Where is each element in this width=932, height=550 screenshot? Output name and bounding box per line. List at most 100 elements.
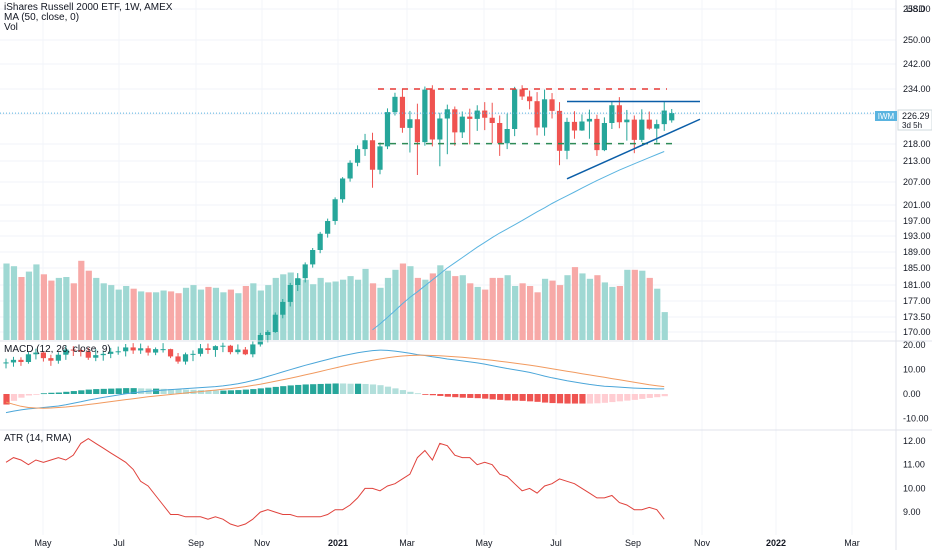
macd-histogram-bar	[347, 383, 354, 394]
candle-body	[646, 119, 652, 129]
candle-body	[160, 349, 166, 351]
macd-histogram-bar	[616, 394, 623, 402]
price-tick-label: 213.00	[903, 156, 931, 166]
price-tick-label: 197.00	[903, 216, 931, 226]
macd-histogram-bar	[272, 386, 279, 394]
volume-bar	[257, 290, 264, 340]
price-tick-label: 193.00	[903, 231, 931, 241]
macd-histogram-bar	[108, 388, 115, 394]
volume-bar	[310, 284, 317, 340]
atr-tick-label: 10.00	[903, 483, 926, 493]
macd-histogram-bar	[646, 394, 653, 398]
candle-body	[3, 362, 9, 364]
macd-histogram-bar	[564, 394, 571, 404]
price-tick-label: 234.00	[903, 84, 931, 94]
macd-histogram-bar	[586, 394, 594, 404]
price-tick-label: 242.00	[903, 59, 931, 69]
volume-bar	[399, 263, 407, 340]
volume-bar	[579, 273, 586, 340]
macd-histogram-bar	[467, 394, 474, 398]
volume-bar	[190, 285, 197, 340]
candle-body	[601, 123, 607, 151]
volume-bar	[108, 285, 115, 340]
macd-tick-label: -10.00	[903, 414, 929, 424]
volume-bar	[317, 277, 324, 340]
candle-body	[474, 110, 480, 119]
time-tick-label: Sep	[188, 538, 204, 548]
candle-body	[190, 353, 196, 355]
macd-histogram-bar	[519, 394, 526, 401]
macd-tick-label: 10.00	[903, 365, 926, 375]
candle-body	[534, 101, 540, 128]
candle-body	[369, 140, 376, 170]
volume-bar	[459, 275, 466, 340]
volume-bar	[115, 289, 122, 340]
volume-bar	[182, 287, 190, 340]
volume-bar	[265, 285, 272, 340]
macd-histogram-bar	[25, 394, 33, 396]
volume-bar	[340, 279, 347, 340]
volume-bar	[197, 289, 205, 340]
time-tick-label: Jul	[113, 538, 125, 548]
volume-bar	[407, 266, 414, 340]
volume-bar	[639, 270, 646, 340]
volume-bar	[444, 270, 451, 340]
macd-histogram-bar	[10, 394, 18, 401]
volume-bar	[55, 277, 62, 340]
candle-body	[347, 162, 353, 179]
candle-body	[220, 345, 226, 347]
candle-body	[564, 121, 570, 151]
volume-bar	[332, 281, 339, 340]
macd-label: MACD (12, 26, close, 9)	[4, 344, 111, 355]
candle-body	[609, 105, 615, 123]
macd-histogram-bar	[302, 384, 309, 394]
macd-histogram-bar	[93, 389, 100, 394]
volume-bar	[325, 282, 332, 340]
volume-bar	[220, 292, 227, 340]
time-tick-label: Nov	[694, 538, 711, 548]
macd-histogram-bar	[18, 394, 25, 398]
volume-bars	[3, 260, 668, 340]
time-tick-label: Mar	[844, 538, 860, 548]
macd-histogram-bar	[182, 389, 190, 394]
macd-histogram-bar	[40, 393, 47, 395]
volume-bar	[295, 278, 302, 340]
volume-bar	[452, 276, 459, 340]
volume-bar	[482, 289, 489, 340]
macd-histogram-bar	[594, 394, 601, 404]
volume-bar	[145, 292, 152, 340]
macd-histogram-bar	[504, 394, 511, 401]
macd-histogram-bar	[571, 394, 579, 404]
volume-bar	[549, 280, 556, 340]
volume-bar	[512, 286, 519, 340]
volume-bar	[624, 269, 631, 340]
price-tick-label: 201.00	[903, 200, 931, 210]
candle-body	[70, 349, 76, 351]
candle-body	[265, 332, 271, 335]
candle-body	[197, 348, 204, 354]
candle-body	[594, 118, 600, 151]
macd-histogram-bar	[85, 389, 92, 394]
macd-histogram-bar	[235, 390, 242, 394]
candle-body	[422, 89, 428, 143]
macd-histogram-bar	[362, 383, 369, 394]
candle-body	[504, 129, 510, 144]
macd-histogram-bar	[123, 388, 130, 394]
macd-histogram-bar	[242, 389, 249, 394]
volume-bar	[586, 278, 594, 340]
candle-body	[85, 351, 91, 358]
macd-histogram-bar	[661, 394, 668, 397]
candle-body	[624, 119, 630, 123]
macd-histogram-bar	[549, 394, 556, 404]
price-tag: IWM 226.29 3d 5h	[875, 109, 932, 131]
candle-body	[527, 96, 533, 102]
macd-histogram-bar	[250, 389, 257, 394]
candle-body	[377, 146, 383, 170]
atr-tick-label: 12.00	[903, 436, 926, 446]
volume-bar	[594, 275, 601, 340]
macd-histogram-bar	[227, 390, 234, 394]
macd-tick-label: 0.00	[903, 389, 921, 399]
macd-histogram-bar	[153, 388, 160, 394]
macd-histogram-bar	[609, 394, 616, 403]
